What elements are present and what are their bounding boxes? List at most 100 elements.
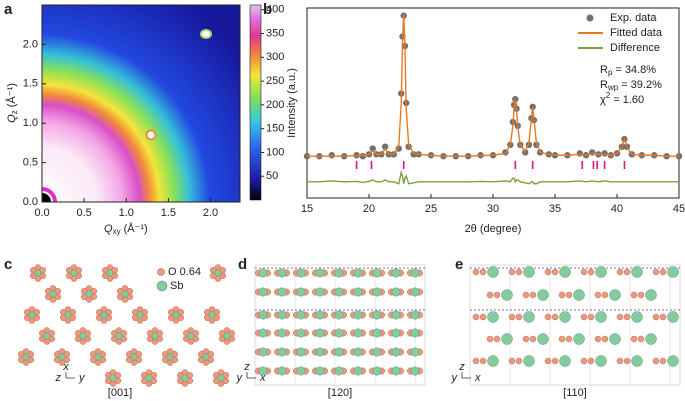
x-tick-label: 1.5 xyxy=(161,207,176,219)
atom xyxy=(487,266,499,278)
atom xyxy=(595,311,607,323)
atom xyxy=(637,291,645,299)
atom xyxy=(544,357,552,365)
y-axis-label: Intensity (a.u.) xyxy=(286,68,298,138)
atom xyxy=(315,268,325,278)
atom xyxy=(580,313,588,321)
cell-frame xyxy=(469,264,681,386)
atom xyxy=(223,332,231,340)
panel-label: a xyxy=(4,1,13,18)
atom xyxy=(587,357,595,365)
bragg-spot xyxy=(200,29,212,39)
atom xyxy=(130,353,138,361)
atom xyxy=(616,313,624,321)
atom xyxy=(565,291,573,299)
atom xyxy=(508,268,516,276)
x-tick-label: 0.5 xyxy=(76,207,91,219)
colorbar-tick-label: 50 xyxy=(266,170,278,182)
superscript: 2 xyxy=(606,91,611,100)
atom xyxy=(501,289,513,301)
atom xyxy=(565,335,573,343)
atom xyxy=(551,268,559,276)
axis-label: x xyxy=(474,372,481,384)
atom xyxy=(353,268,363,278)
atom xyxy=(659,357,667,365)
atom xyxy=(667,311,679,323)
legend-atom-o xyxy=(157,268,165,276)
y-tick-label: 2.0 xyxy=(23,38,38,50)
x-axis-label: Qxy (Å⁻¹) xyxy=(104,222,148,236)
atom xyxy=(109,374,117,382)
axis-label: y xyxy=(236,372,244,384)
data-point xyxy=(328,152,335,159)
y-tick-label: 1.5 xyxy=(23,78,38,90)
atom xyxy=(208,311,216,319)
atom xyxy=(523,355,535,367)
view-direction: [110] xyxy=(563,387,587,399)
view-direction: [120] xyxy=(328,387,352,399)
x-tick-label: 25 xyxy=(425,203,437,215)
atom xyxy=(479,313,487,321)
atom xyxy=(631,311,643,323)
axis-label: x xyxy=(62,361,69,373)
data-point xyxy=(369,145,376,152)
atom xyxy=(277,347,287,357)
atom xyxy=(623,268,631,276)
subscript: z xyxy=(10,110,19,114)
beam-stop xyxy=(42,193,51,202)
atom xyxy=(372,347,382,357)
atom xyxy=(515,357,523,365)
atom xyxy=(258,328,268,338)
atom xyxy=(410,268,420,278)
x-tick-label: 45 xyxy=(673,203,685,215)
atom xyxy=(315,366,325,376)
atom xyxy=(515,313,523,321)
text: = 1.60 xyxy=(613,94,644,106)
symbol: χ xyxy=(600,94,606,106)
atom xyxy=(28,311,36,319)
atom xyxy=(479,357,487,365)
atom xyxy=(544,313,552,321)
atom xyxy=(529,291,537,299)
atom xyxy=(372,268,382,278)
atom xyxy=(523,266,535,278)
atom xyxy=(587,313,595,321)
atom xyxy=(391,347,401,357)
axis-label: z xyxy=(55,372,62,384)
atom xyxy=(522,291,530,299)
atom xyxy=(315,347,325,357)
atom xyxy=(181,374,189,382)
atom xyxy=(472,357,480,365)
atom xyxy=(115,332,123,340)
atom xyxy=(493,291,501,299)
atom xyxy=(353,287,363,297)
atom xyxy=(630,335,638,343)
unit: (Å⁻¹) xyxy=(124,222,148,235)
atom xyxy=(391,328,401,338)
atom xyxy=(573,333,585,345)
atom xyxy=(43,332,51,340)
atom xyxy=(258,366,268,376)
atom xyxy=(166,353,174,361)
structure-view xyxy=(254,264,426,386)
legend-label: Fitted data xyxy=(610,27,663,39)
atom xyxy=(49,290,57,298)
atom xyxy=(493,335,501,343)
atom xyxy=(631,355,643,367)
atom xyxy=(523,311,535,323)
atom xyxy=(258,310,268,320)
atom xyxy=(508,357,516,365)
atom xyxy=(410,347,420,357)
atom xyxy=(277,268,287,278)
atom xyxy=(623,313,631,321)
x-tick-label: 1.0 xyxy=(119,207,134,219)
legend-label: O 0.64 xyxy=(168,266,201,278)
axis-arrows xyxy=(461,372,471,379)
legend-marker xyxy=(586,14,594,22)
atom xyxy=(515,268,523,276)
atom xyxy=(100,311,108,319)
colorbar-tick-label: 400 xyxy=(266,4,284,16)
subscript: wp xyxy=(607,83,619,92)
structure-view xyxy=(469,264,681,386)
bragg-spot xyxy=(145,129,157,141)
